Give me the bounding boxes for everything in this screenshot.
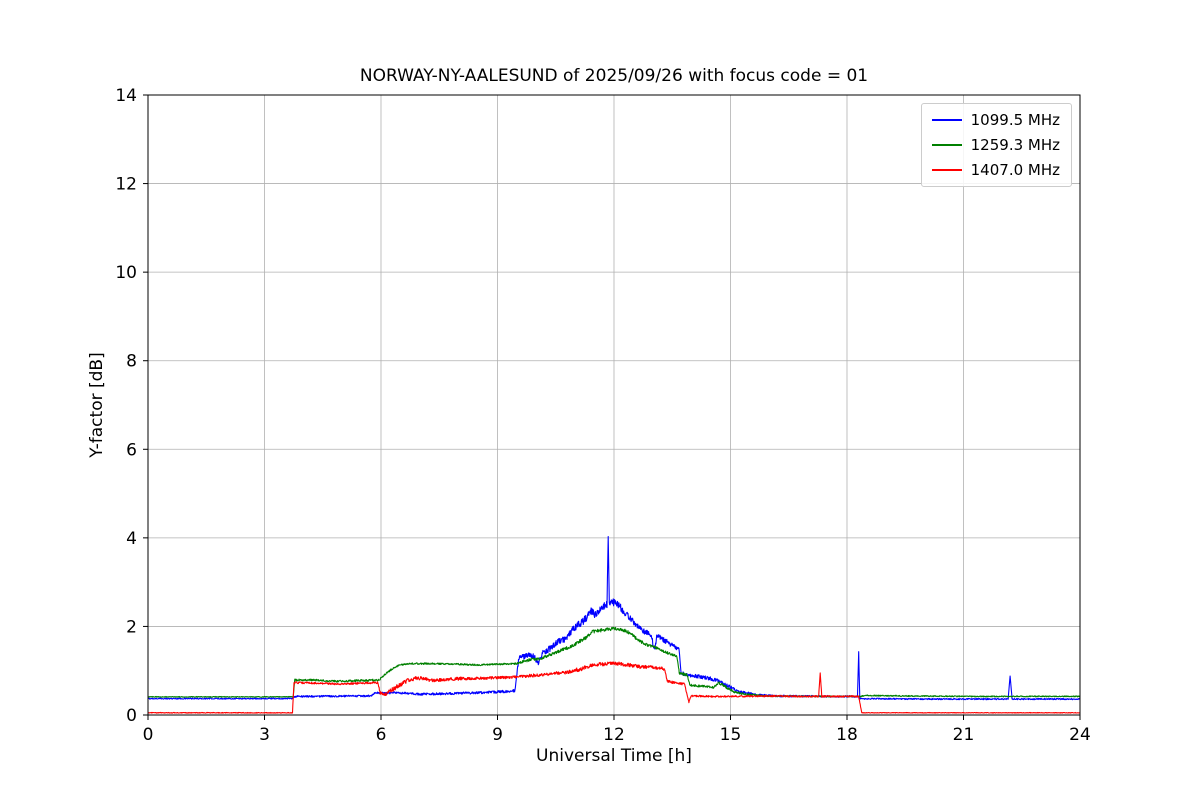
- chart-title: NORWAY-NY-AALESUND of 2025/09/26 with fo…: [359, 66, 869, 86]
- y-tick-label: 8: [126, 352, 137, 372]
- legend: 1099.5 MHz 1259.3 MHz 1407.0 MHz: [920, 103, 1072, 187]
- series-line-1407-0-MHz: [148, 661, 1080, 714]
- y-tick-label: 12: [115, 175, 137, 195]
- x-tick-label: 15: [720, 725, 742, 745]
- x-tick-label: 6: [376, 725, 387, 745]
- x-tick-label: 24: [1069, 725, 1091, 745]
- y-tick-label: 4: [126, 529, 137, 549]
- legend-label: 1407.0 MHz: [970, 161, 1060, 179]
- y-tick-label: 2: [126, 617, 137, 637]
- x-tick-label: 12: [603, 725, 625, 745]
- y-axis-label: Y-factor [dB]: [87, 352, 107, 458]
- legend-label: 1259.3 MHz: [970, 136, 1060, 154]
- x-axis-label: Universal Time [h]: [536, 746, 692, 766]
- x-tick-label: 21: [953, 725, 975, 745]
- y-tick-label: 10: [115, 263, 137, 283]
- legend-line-icon: [931, 144, 962, 146]
- legend-line-icon: [931, 169, 962, 171]
- series-line-1259-3-MHz: [148, 626, 1080, 698]
- legend-label: 1099.5 MHz: [970, 111, 1060, 129]
- y-tick-label: 14: [115, 86, 137, 106]
- x-tick-label: 18: [836, 725, 858, 745]
- legend-item: 1407.0 MHz: [931, 161, 1060, 179]
- x-tick-label: 9: [492, 725, 503, 745]
- y-tick-label: 6: [126, 440, 137, 460]
- x-tick-label: 3: [259, 725, 270, 745]
- x-tick-label: 0: [143, 725, 154, 745]
- series-line-1099-5-MHz: [148, 535, 1080, 701]
- legend-item: 1099.5 MHz: [931, 111, 1060, 129]
- legend-item: 1259.3 MHz: [931, 136, 1060, 154]
- legend-line-icon: [931, 119, 962, 121]
- y-tick-label: 0: [126, 706, 137, 726]
